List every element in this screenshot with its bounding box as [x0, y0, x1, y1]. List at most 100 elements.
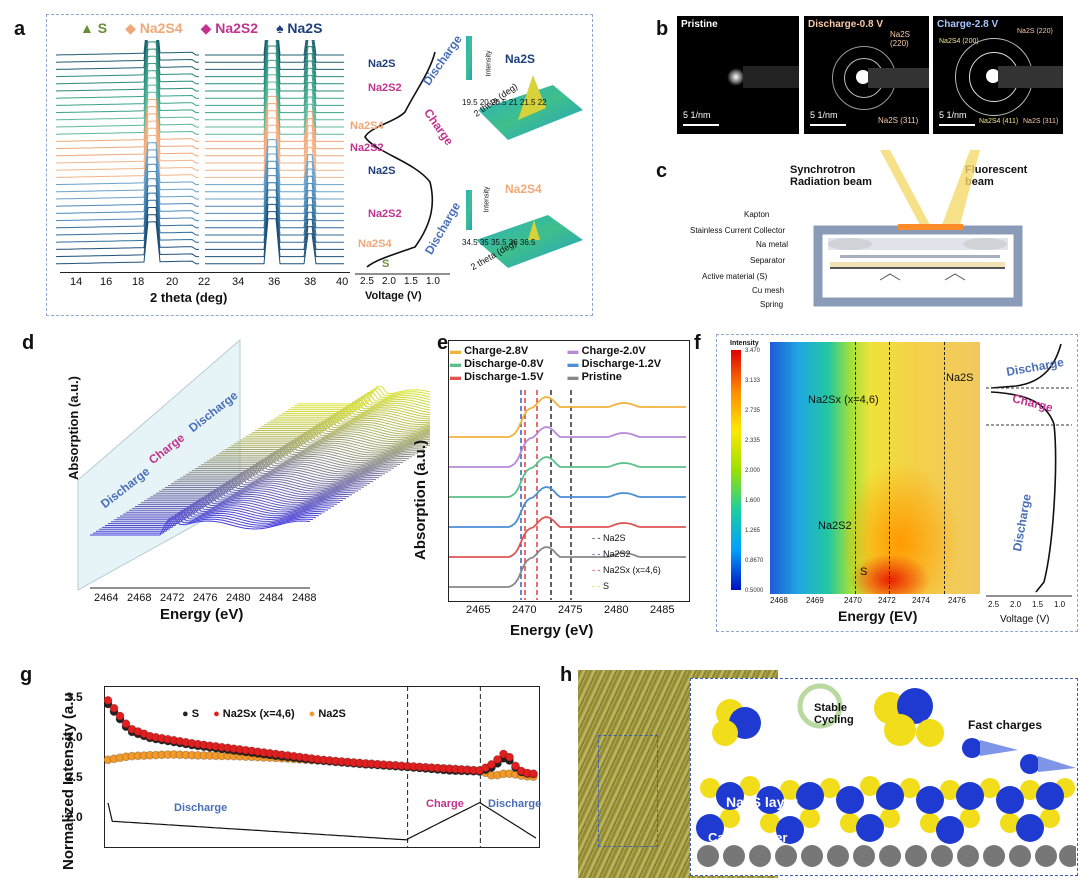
data-point: [109, 703, 119, 713]
inset-top-ticks: 19.5 20 20.5 21 21.5 22: [462, 98, 547, 107]
na2s-layer-label: Na2S layer: [726, 794, 798, 810]
xas-curve: [144, 483, 365, 502]
ref-item: - - Na2S: [592, 533, 626, 543]
xas-curve: [93, 515, 314, 534]
xas-curve: [213, 439, 430, 458]
annot-s: S: [860, 566, 868, 578]
inset-top-surface: [466, 36, 583, 140]
annot-na2s: Na2S: [946, 372, 974, 384]
saed-title: Charge-2.8 V: [937, 19, 999, 30]
diamond-icon: ◆: [200, 20, 212, 36]
xas-curve: [252, 414, 430, 433]
xas-curve: [210, 441, 430, 460]
xas-curve: [168, 468, 389, 487]
xas-curve: [267, 405, 430, 424]
panel-h-label: h: [560, 664, 573, 686]
xas-curve: [171, 466, 392, 485]
xas-waterfall-3d: [77, 338, 430, 591]
scale-bar-label: 5 1/nm: [683, 110, 711, 120]
part-label: Separator: [750, 256, 786, 265]
voltage-profile: [107, 801, 537, 841]
panel-d-label: d: [22, 332, 35, 354]
xas-curve: [102, 509, 323, 528]
xas-curve: [165, 469, 386, 488]
axis-break: [199, 40, 205, 272]
scale-bar-label: 5 1/nm: [939, 110, 967, 120]
saed-charge: Charge-2.8 V Na2S4 (200) Na2S (220) Na2S…: [933, 16, 1063, 134]
beam-spot: [727, 68, 745, 86]
xas-curve: [234, 426, 430, 445]
xas-spectra: [449, 390, 686, 600]
panel-a-voltage-curve: [355, 51, 450, 275]
xas-curve: [222, 433, 430, 452]
xas-curve: [129, 492, 350, 511]
xas-curve: [189, 454, 410, 473]
data-point: [104, 695, 113, 705]
panel-d-ylabel: Absorption (a.u.): [66, 376, 81, 480]
data-point: [493, 755, 502, 764]
part-label: Stainless Current Collector: [690, 226, 786, 235]
panel-a-frame: [46, 14, 593, 316]
xas-curve: [195, 450, 416, 469]
legend-item: ● Na2S: [308, 708, 346, 720]
segment-discharge-2: Discharge: [488, 798, 542, 810]
xas-curve: [285, 393, 430, 412]
xas-curve: [255, 412, 430, 431]
phase-label-2: Na2S2: [368, 82, 402, 94]
xrd-xlabel: 2 theta (deg): [150, 290, 228, 305]
data-point: [487, 759, 496, 769]
data-point: [121, 719, 131, 729]
data-point: [505, 752, 514, 762]
legend-s: ▲ S: [80, 20, 108, 36]
scale-bar: [810, 124, 846, 126]
beam-in-label: Synchrotron Radiation beam: [790, 164, 872, 188]
panel-g-chart: [104, 686, 540, 848]
xas-curve: [192, 452, 413, 471]
scale-bar-label: 5 1/nm: [810, 110, 838, 120]
colorbar: [731, 350, 741, 590]
xas-curve: [99, 511, 320, 530]
panel-e-legend: ▬ Charge-2.8V ▬ Charge-2.0V ▬ Discharge-…: [450, 345, 685, 383]
spectrum-line: [449, 516, 686, 558]
xas-curve: [204, 445, 425, 464]
xas-curve: [219, 435, 430, 454]
ring-label: Na2S4 (411): [979, 118, 1019, 125]
voltage-label-a: Voltage (V): [365, 290, 422, 302]
xas-curve: [288, 392, 430, 411]
beam-stop: [743, 66, 799, 88]
legend-item: ▬ Discharge-1.5V: [450, 371, 544, 383]
xas-curve: [96, 513, 317, 532]
xas-curve: [153, 477, 374, 496]
panel-g-label: g: [20, 664, 33, 686]
spectrum-line: [449, 426, 686, 468]
panel-f-voltage-curve: [986, 343, 1072, 597]
legend-item: ● S: [182, 708, 200, 720]
diamond-icon: ◆: [125, 20, 136, 36]
phase-label-4: Na2S2: [350, 142, 384, 154]
annot-na2s2: Na2S2: [818, 520, 852, 532]
atom-scene: [696, 683, 1076, 867]
xrd-waterfall: [56, 40, 344, 272]
saed-title: Pristine: [681, 19, 718, 30]
ref-line: [855, 342, 856, 594]
colorbar-ticks: 3.470 3.133 2.735 2.335 2.000 1.600 1.26…: [745, 348, 764, 594]
xas-curve: [147, 481, 368, 500]
xas-curve: [240, 422, 430, 441]
panel-b-label: b: [656, 18, 669, 40]
xas-curve: [216, 437, 430, 456]
xas-curve: [282, 395, 430, 414]
panel-c-label: c: [656, 160, 668, 182]
inset-bottom-title: Na2S4: [505, 182, 542, 196]
spectrum-line: [449, 486, 686, 528]
spectrum-line: [449, 396, 686, 438]
plot-frame: [104, 686, 540, 848]
voltage-label-f: Voltage (V): [1000, 614, 1050, 625]
xas-curve: [270, 403, 430, 422]
xas-curve: [225, 431, 430, 450]
phase-label-6: Na2S2: [368, 208, 402, 220]
xas-curve: [126, 494, 347, 513]
panel-f-xlabel: Energy (EV): [838, 608, 918, 624]
legend-item: ▬ Charge-2.8V: [450, 345, 529, 357]
xrd-axis: [60, 272, 350, 273]
segment-discharge: Discharge: [174, 802, 228, 814]
